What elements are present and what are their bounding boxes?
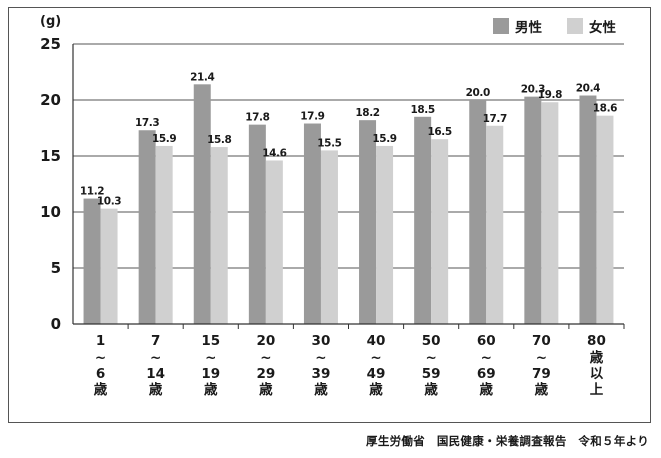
x-category-label: ~ [260, 350, 271, 366]
x-category-label: 29 [256, 366, 275, 382]
x-category-label: 15 [201, 333, 220, 349]
x-category-label: 49 [367, 366, 386, 382]
data-label: 18.6 [593, 103, 617, 115]
x-category-label: 以 [590, 366, 604, 382]
x-category-label: 19 [201, 366, 220, 382]
data-label: 16.5 [427, 126, 451, 138]
data-label: 14.6 [262, 147, 286, 159]
legend-swatch-male [493, 18, 509, 34]
bar-female [486, 125, 504, 324]
data-label: 18.2 [355, 107, 379, 119]
source-note: 厚生労働省 国民健康・栄養調査報告 令和５年より [366, 434, 649, 448]
y-tick-label: 15 [40, 147, 61, 165]
x-category-label: 50 [422, 333, 441, 349]
data-label: 17.7 [483, 113, 507, 125]
bar-female [320, 150, 338, 324]
bar-male [524, 96, 542, 324]
x-category-label: 70 [532, 333, 551, 349]
data-label: 20.3 [521, 84, 545, 96]
category-labels: 1~6歳7~14歳15~19歳20~29歳30~39歳40~49歳50~59歳6… [94, 333, 606, 398]
bar-male [579, 95, 597, 325]
y-tick-label: 20 [40, 91, 61, 109]
bar-male [193, 84, 211, 324]
bar-female [431, 139, 449, 324]
data-label: 11.2 [80, 186, 104, 198]
x-category-label: 1 [96, 333, 105, 349]
x-category-label: 歳 [259, 381, 273, 398]
y-axis-unit-label: (g) [40, 14, 61, 29]
bar-male [303, 123, 321, 325]
axes: 0 5 10 15 20 25 [40, 35, 625, 333]
x-category-label: 歳 [480, 381, 494, 398]
legend-label: 男性 [515, 19, 543, 36]
data-label: 15.9 [372, 133, 396, 145]
x-category-label: 歳 [204, 381, 218, 398]
data-label: 17.3 [135, 117, 159, 129]
data-label: 15.8 [207, 134, 231, 146]
data-label: 15.9 [152, 133, 176, 145]
y-tick-label: 25 [40, 35, 61, 53]
x-category-label: 40 [367, 333, 386, 349]
x-category-label: 79 [532, 366, 551, 382]
x-category-label: 30 [312, 333, 331, 349]
data-labels: 11.210.3 17.3 15.9 21.4 15.8 17.8 14.6 17.9 15.5… [80, 71, 618, 208]
bar-male [248, 124, 266, 324]
x-category-label: 69 [477, 366, 496, 382]
bars [83, 84, 614, 325]
x-category-label: 80 [587, 333, 606, 349]
bar-female [155, 145, 173, 324]
x-category-label: 14 [146, 366, 165, 382]
x-category-label: ~ [205, 350, 216, 366]
bar-male [138, 130, 156, 324]
x-category-label: 歳 [149, 381, 163, 398]
x-category-label: 歳 [314, 381, 328, 398]
x-category-label: 59 [422, 366, 441, 382]
legend-swatch-female [567, 18, 583, 34]
x-category-label: ~ [481, 350, 492, 366]
x-category-label: 歳 [535, 381, 549, 398]
x-category-label: 20 [256, 333, 275, 349]
bar-male [359, 120, 377, 324]
bar-female [541, 102, 559, 325]
data-label: 19.8 [538, 89, 562, 101]
x-category-label: 6 [96, 366, 105, 382]
x-category-label: 歳 [590, 349, 604, 366]
bar-female [100, 208, 118, 324]
bar-male [414, 116, 432, 324]
x-category-label: 7 [151, 333, 160, 349]
data-label: 15.5 [317, 137, 341, 149]
legend-label: 女性 [589, 19, 617, 36]
y-tick-label: 5 [51, 259, 61, 277]
bar-male [83, 198, 101, 324]
x-category-label: 歳 [369, 381, 383, 398]
data-label: 21.4 [190, 71, 214, 83]
x-category-label: ~ [536, 350, 547, 366]
x-category-label: 上 [590, 382, 604, 398]
bar-female [265, 160, 283, 324]
x-category-label: 39 [312, 366, 331, 382]
data-label: 17.8 [245, 112, 269, 124]
bar-male [469, 100, 487, 324]
data-label: 10.3 [97, 196, 121, 208]
x-category-label: ~ [370, 350, 381, 366]
x-category-label: ~ [150, 350, 161, 366]
y-tick-label: 0 [51, 315, 61, 333]
data-label: 17.9 [300, 111, 324, 123]
data-label: 18.5 [410, 104, 434, 116]
bar-female [210, 147, 228, 324]
x-category-label: 60 [477, 333, 496, 349]
x-category-label: ~ [315, 350, 326, 366]
legend: 男性 女性 [493, 18, 617, 36]
x-category-label: 歳 [94, 381, 108, 398]
data-label: 20.4 [576, 83, 600, 95]
bar-female [596, 115, 614, 325]
data-label: 20.0 [466, 87, 490, 99]
y-tick-label: 10 [40, 203, 61, 221]
x-category-label: 歳 [424, 381, 438, 398]
x-category-label: ~ [95, 350, 106, 366]
x-category-label: ~ [425, 350, 436, 366]
bar-female [376, 145, 394, 324]
